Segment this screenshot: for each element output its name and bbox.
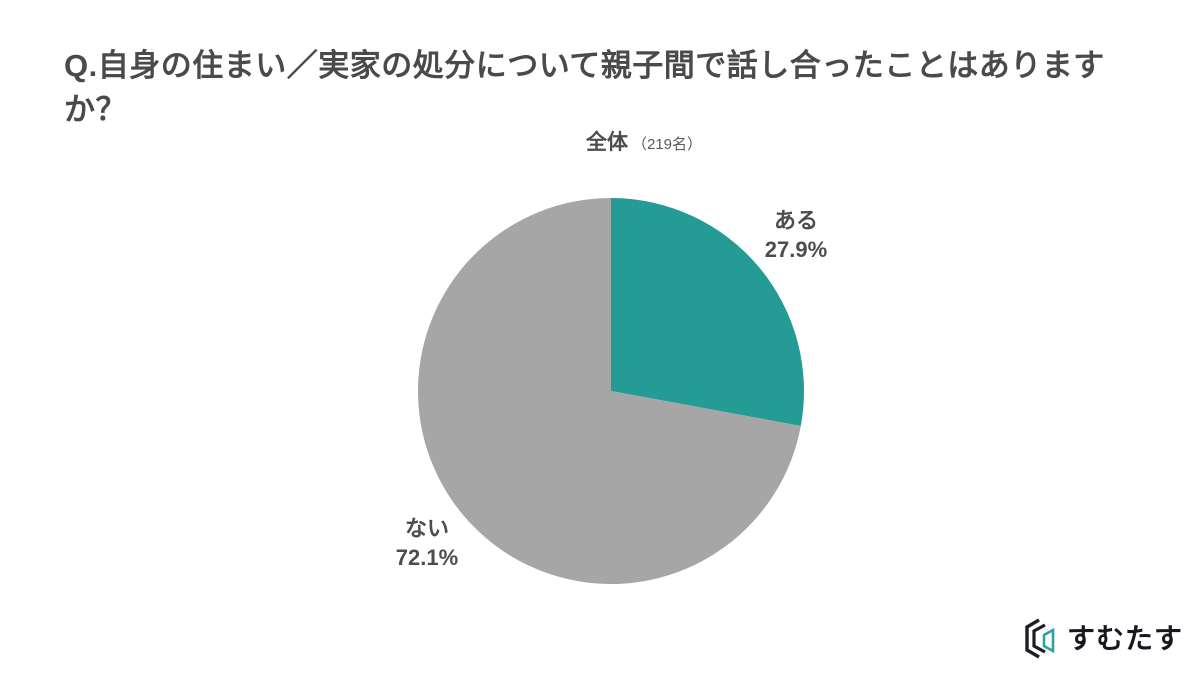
pie-slice-0 xyxy=(611,198,804,426)
group-label: 全体 xyxy=(585,131,628,154)
logo-text: すむたす xyxy=(1066,622,1183,654)
sumutasu-house-logo-icon xyxy=(1025,618,1055,659)
logo-accent-panel xyxy=(1042,627,1055,654)
logo-outer-shell xyxy=(1025,618,1040,659)
question-title: Q.自身の住まい／実家の処分について親子間で話し合ったことはありますか？ xyxy=(64,48,1105,128)
group-count-label: （219名） xyxy=(631,136,703,153)
pie-slice-1 xyxy=(418,198,801,584)
slice-value: 72.1% xyxy=(395,545,459,570)
pie-chart xyxy=(418,198,804,584)
chart-subtitle: 全体 （219名） xyxy=(586,126,702,156)
slice-name: ある xyxy=(773,208,819,233)
slice-name: ない xyxy=(404,516,450,541)
slice-label-nai: ない 72.1% xyxy=(396,514,458,572)
sumutasu-logo: すむたす xyxy=(1022,617,1183,660)
logo-middle-shell xyxy=(1032,623,1046,654)
slice-label-aru: ある 27.9% xyxy=(765,206,827,264)
pie-chart-container xyxy=(418,198,804,584)
slice-value: 27.9% xyxy=(764,237,828,262)
